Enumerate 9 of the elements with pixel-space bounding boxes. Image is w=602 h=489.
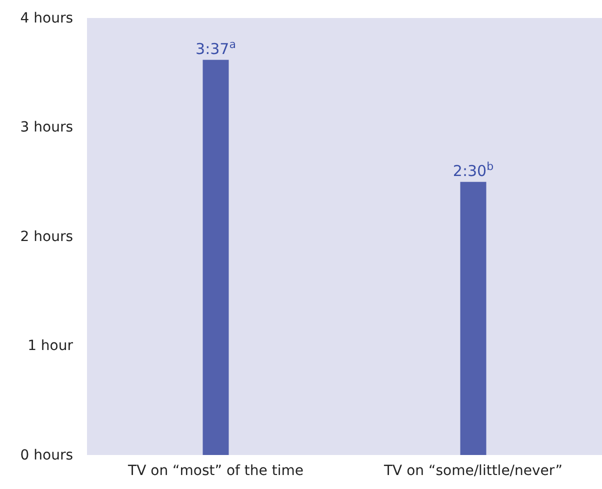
- y-tick-label: 0 hours: [20, 447, 73, 464]
- x-tick-label: TV on “most” of the time: [127, 462, 304, 479]
- y-tick-label: 2 hours: [20, 228, 73, 245]
- y-tick-label: 1 hour: [28, 338, 74, 354]
- data-label: 2:30$^{b}$: [452, 159, 494, 180]
- x-tick-label: TV on “some/little/never”: [382, 462, 563, 479]
- y-tick-label: 4 hours: [20, 10, 73, 26]
- y-tick-label: 3 hours: [20, 120, 73, 136]
- data-label: 3:37$^{a}$: [196, 37, 236, 58]
